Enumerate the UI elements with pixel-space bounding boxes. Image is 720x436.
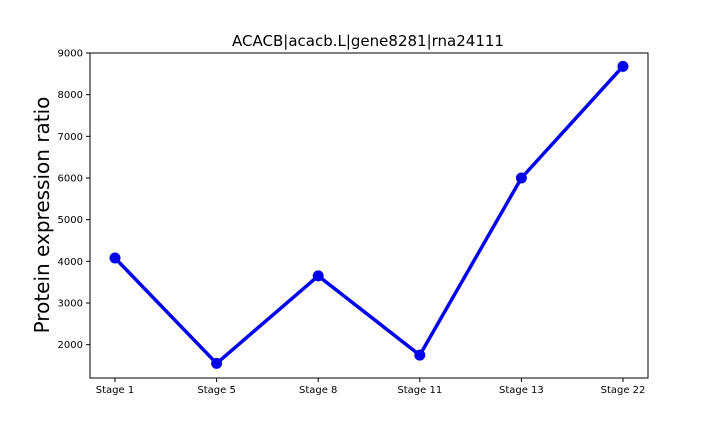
data-point xyxy=(515,172,527,184)
data-point xyxy=(312,270,324,282)
y-tick-label: 6000 xyxy=(58,174,83,185)
x-tick-label: Stage 1 xyxy=(96,385,134,396)
y-axis: 2000 3000 4000 5000 6000 7000 8000 9000 xyxy=(58,49,90,351)
plot-area-frame xyxy=(89,52,649,379)
x-tick-label: Stage 13 xyxy=(499,385,544,396)
x-tick-label: Stage 8 xyxy=(299,385,337,396)
y-tick-label: 9000 xyxy=(58,49,83,60)
y-tick-label: 8000 xyxy=(58,90,83,101)
data-point xyxy=(109,252,121,264)
y-axis-label: Protein expression ratio xyxy=(30,97,54,334)
y-tick-label: 4000 xyxy=(58,257,83,268)
y-tick-label: 3000 xyxy=(58,299,83,310)
data-point xyxy=(211,357,223,369)
series-layer xyxy=(109,60,629,369)
x-axis: Stage 1 Stage 5 Stage 8 Stage 11 Stage 13 Sta… xyxy=(96,378,646,396)
y-tick-label: 2000 xyxy=(58,340,83,351)
data-point xyxy=(414,349,426,361)
x-tick-label: Stage 22 xyxy=(601,385,646,396)
y-tick-label: 7000 xyxy=(58,132,83,143)
chart-title: ACACB|acacb.L|gene8281|rna24111 xyxy=(232,32,504,50)
x-tick-label: Stage 5 xyxy=(197,385,235,396)
x-tick-label: Stage 11 xyxy=(397,385,442,396)
y-tick-label: 5000 xyxy=(58,215,83,226)
data-point xyxy=(617,60,629,72)
series-line xyxy=(113,65,625,366)
